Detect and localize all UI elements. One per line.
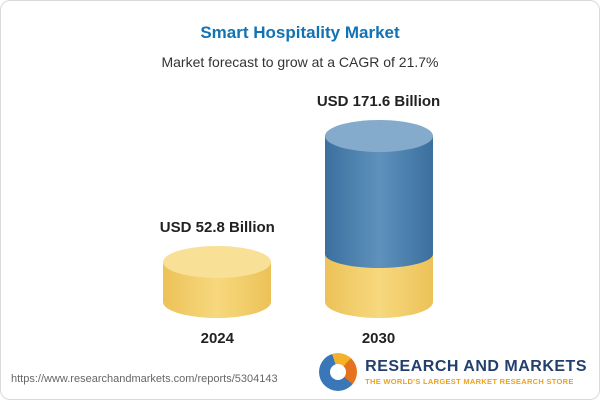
footer: https://www.researchandmarkets.com/repor… [11, 353, 587, 391]
bar-2030-blue-segment [324, 136, 433, 268]
research-and-markets-globe-icon [319, 353, 358, 391]
bar-2030 [324, 120, 433, 318]
bar-value-2024: USD 52.8 Billion [159, 219, 275, 236]
brand-name: RESEARCH AND MARKETS [365, 357, 587, 375]
category-label-2030: 2030 [361, 330, 396, 347]
category-label-2024: 2024 [200, 330, 234, 347]
bar-value-2030: USD 171.6 Billion [316, 93, 441, 110]
brand-logo: RESEARCH AND MARKETS THE WORLD'S LARGEST… [319, 353, 587, 391]
chart-subtitle: Market forecast to grow at a CAGR of 21.… [161, 54, 439, 70]
chart-title: Smart Hospitality Market [200, 23, 400, 42]
brand-text-block: RESEARCH AND MARKETS THE WORLD'S LARGEST… [365, 358, 587, 387]
brand-tagline: THE WORLD'S LARGEST MARKET RESEARCH STOR… [365, 377, 574, 387]
bar-chart: USD 52.8 Billion 2024 USD 171.6 Billion … [1, 89, 599, 347]
bar-2024 [163, 246, 272, 318]
bar-2024-top-ellipse [163, 246, 272, 278]
report-url: https://www.researchandmarkets.com/repor… [11, 373, 278, 385]
bar-group-2030: USD 171.6 Billion 2030 [317, 93, 440, 347]
bar-2030-top-ellipse [324, 120, 433, 152]
bar-group-2024: USD 52.8 Billion 2024 [160, 219, 275, 347]
